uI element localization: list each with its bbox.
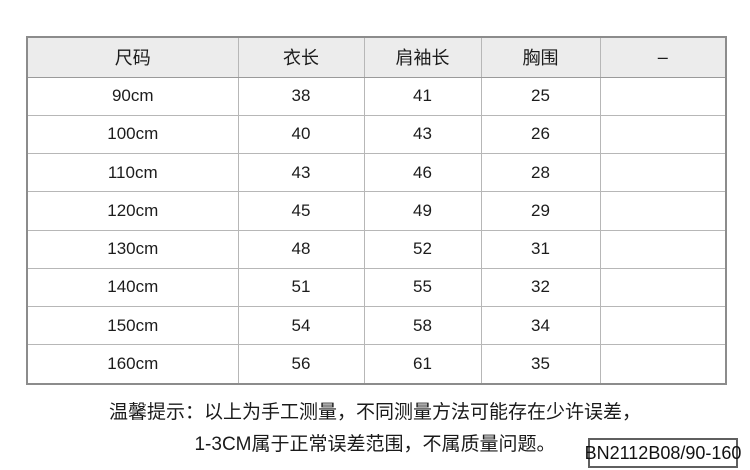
table-cell: 140cm <box>26 267 239 308</box>
table-cell: 90cm <box>26 76 239 116</box>
measurement-note-line1: 温馨提示：以上为手工测量，不同测量方法可能存在少许误差， <box>108 402 641 423</box>
table-row: 150cm 54 58 34 <box>26 306 727 346</box>
column-header: 肩袖长 <box>363 36 482 78</box>
table-cell: 51 <box>237 267 365 308</box>
table-cell: 38 <box>237 76 365 116</box>
table-cell: 150cm <box>26 306 239 346</box>
table-cell: 54 <box>237 306 365 346</box>
column-header: – <box>599 36 727 78</box>
table-cell <box>599 114 727 155</box>
table-row: 130cm 48 52 31 <box>26 229 727 269</box>
table-cell: 43 <box>363 114 482 155</box>
table-cell: 100cm <box>26 114 239 155</box>
table-body: 90cm 38 41 25 100cm 40 43 26 110cm 43 46 28 120cm 45 4… <box>26 76 727 385</box>
table-cell: 48 <box>237 229 365 269</box>
table-cell: 46 <box>363 153 482 193</box>
table-cell: 31 <box>480 229 601 269</box>
table-cell <box>599 229 727 269</box>
size-chart-table: 尺码 衣长 肩袖长 胸围 – 90cm 38 41 25 100cm 40 43 26 110cm 43 4… <box>26 36 727 385</box>
table-cell <box>599 306 727 346</box>
table-cell: 56 <box>237 344 365 385</box>
table-cell: 52 <box>363 229 482 269</box>
column-header: 胸围 <box>480 36 601 78</box>
column-header: 衣长 <box>237 36 365 78</box>
table-cell <box>599 191 727 231</box>
table-cell <box>599 76 727 116</box>
table-cell: 26 <box>480 114 601 155</box>
table-cell: 28 <box>480 153 601 193</box>
table-header-row: 尺码 衣长 肩袖长 胸围 – <box>26 36 727 78</box>
table-cell: 29 <box>480 191 601 231</box>
measurement-note: 温馨提示：以上为手工测量，不同测量方法可能存在少许误差， 1-3CM属于正常误差… <box>0 397 750 461</box>
table-cell <box>599 267 727 308</box>
measurement-note-line2: 1-3CM属于正常误差范围，不属质量问题。 <box>194 434 556 455</box>
table-cell: 41 <box>363 76 482 116</box>
table-cell: 35 <box>480 344 601 385</box>
table-row: 140cm 51 55 32 <box>26 267 727 308</box>
table-cell: 25 <box>480 76 601 116</box>
table-cell: 120cm <box>26 191 239 231</box>
table-cell: 34 <box>480 306 601 346</box>
table-row: 110cm 43 46 28 <box>26 153 727 193</box>
table-cell: 130cm <box>26 229 239 269</box>
table-cell <box>599 153 727 193</box>
table-row: 90cm 38 41 25 <box>26 76 727 116</box>
table-header-row: 尺码 衣长 肩袖长 胸围 – <box>26 36 727 78</box>
table-cell <box>599 344 727 385</box>
column-header: 尺码 <box>26 36 239 78</box>
table-cell: 55 <box>363 267 482 308</box>
table-row: 120cm 45 49 29 <box>26 191 727 231</box>
table-cell: 40 <box>237 114 365 155</box>
table-cell: 58 <box>363 306 482 346</box>
table-cell: 32 <box>480 267 601 308</box>
table-row: 100cm 40 43 26 <box>26 114 727 155</box>
product-code-text: BN2112B08/90-160 <box>584 442 742 463</box>
table-cell: 45 <box>237 191 365 231</box>
table-cell: 61 <box>363 344 482 385</box>
table-row: 160cm 56 61 35 <box>26 344 727 385</box>
table-cell: 49 <box>363 191 482 231</box>
table-cell: 160cm <box>26 344 239 385</box>
table-cell: 43 <box>237 153 365 193</box>
product-code-box: BN2112B08/90-160 <box>585 438 741 468</box>
table-cell: 110cm <box>26 153 239 193</box>
